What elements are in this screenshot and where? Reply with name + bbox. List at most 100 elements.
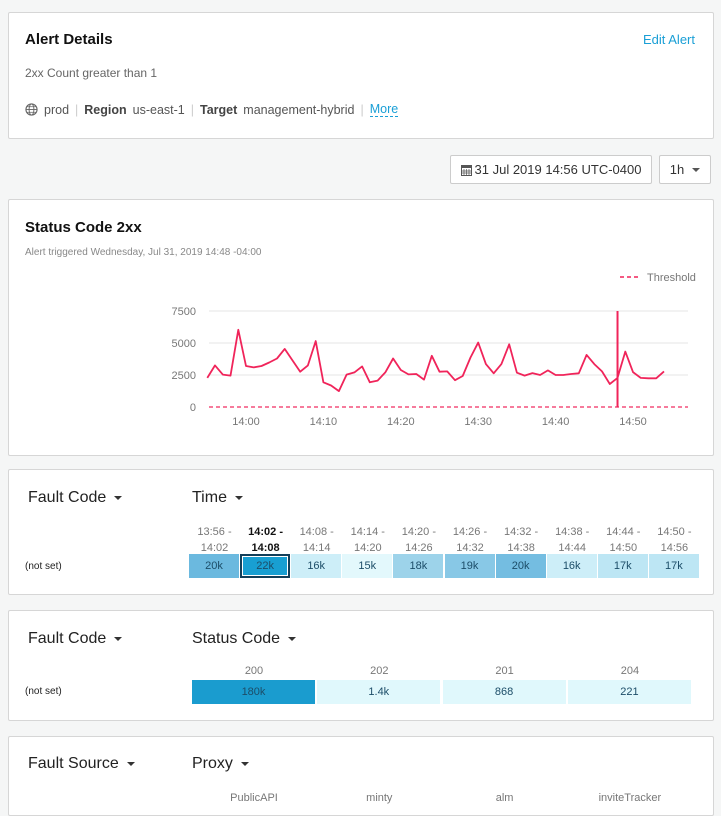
row-dimension-label: Fault Code xyxy=(28,489,106,506)
range-start: 14:50 - xyxy=(649,524,700,540)
edit-alert-link[interactable]: Edit Alert xyxy=(643,32,695,47)
chevron-down-icon xyxy=(127,762,135,766)
globe-icon xyxy=(25,103,38,116)
row-label: (not set) xyxy=(25,686,62,697)
date-picker-button[interactable]: 31 Jul 2019 14:56 UTC-0400 xyxy=(450,155,652,184)
cell-value: 16k xyxy=(563,560,581,572)
status-column-header: 204 xyxy=(568,663,692,679)
time-column-header: 14:38 -14:44 xyxy=(547,524,598,556)
heatmap-cell[interactable]: 1.4k xyxy=(317,680,440,704)
target-value: management-hybrid xyxy=(243,103,354,117)
time-table-card: Fault Code Time (not set) 13:56 -14:02 2… xyxy=(8,469,714,595)
heatmap-cell[interactable]: 20k xyxy=(496,554,546,578)
target-label: Target xyxy=(200,103,237,117)
x-tick-label: 14:20 xyxy=(387,416,415,428)
row-label: (not set) xyxy=(25,561,62,572)
status-column-header: 200 xyxy=(192,663,316,679)
heatmap-cell[interactable]: 180k xyxy=(192,680,315,704)
range-start: 14:14 - xyxy=(342,524,393,540)
time-column-header: 14:02 -14:08 xyxy=(240,524,291,556)
heatmap-cell[interactable]: 17k xyxy=(649,554,699,578)
env-value: prod xyxy=(44,103,69,117)
x-tick-label: 14:50 xyxy=(619,416,647,428)
heatmap-cell[interactable]: 16k xyxy=(291,554,341,578)
chevron-down-icon xyxy=(241,762,249,766)
status-column-header: 202 xyxy=(317,663,441,679)
time-column-header: 14:32 -14:38 xyxy=(496,524,547,556)
cell-value: 868 xyxy=(495,686,513,698)
alert-details-card: Alert Details Edit Alert 2xx Count great… xyxy=(8,12,714,139)
cell-value: 17k xyxy=(614,560,632,572)
cell-value: 20k xyxy=(205,560,223,572)
heatmap-cell[interactable]: 16k xyxy=(547,554,597,578)
range-value: 1h xyxy=(670,162,684,177)
column-dimension-dropdown[interactable]: Time xyxy=(192,489,243,507)
x-tick-label: 14:10 xyxy=(310,416,338,428)
proxy-column-header: inviteTracker xyxy=(568,790,692,806)
chevron-down-icon xyxy=(288,637,296,641)
row-dimension-dropdown[interactable]: Fault Code xyxy=(28,630,122,648)
column-dimension-label: Status Code xyxy=(192,630,280,647)
chevron-down-icon xyxy=(114,496,122,500)
heatmap-cell[interactable]: 22k xyxy=(240,554,290,578)
time-column-header: 14:50 -14:56 xyxy=(649,524,700,556)
time-column-header: 14:14 -14:20 xyxy=(342,524,393,556)
time-column-header: 14:08 -14:14 xyxy=(291,524,342,556)
cell-value: 1.4k xyxy=(368,686,389,698)
status-table-card: Fault Code Status Code (not set) 200 180… xyxy=(8,610,714,721)
range-start: 14:38 - xyxy=(547,524,598,540)
x-tick-label: 14:40 xyxy=(542,416,570,428)
y-tick-label: 0 xyxy=(190,402,196,414)
more-link[interactable]: More xyxy=(370,102,398,117)
range-start: 14:44 - xyxy=(598,524,649,540)
range-start: 13:56 - xyxy=(189,524,240,540)
heatmap-cell[interactable]: 19k xyxy=(445,554,495,578)
column-dimension-dropdown[interactable]: Status Code xyxy=(192,630,296,648)
alert-condition: 2xx Count greater than 1 xyxy=(25,66,157,80)
range-start: 14:20 - xyxy=(393,524,444,540)
region-label: Region xyxy=(84,103,126,117)
row-dimension-dropdown[interactable]: Fault Source xyxy=(28,755,135,773)
heatmap-cell[interactable]: 221 xyxy=(568,680,691,704)
cell-value: 16k xyxy=(307,560,325,572)
chevron-down-icon xyxy=(692,168,700,172)
column-dimension-dropdown[interactable]: Proxy xyxy=(192,755,249,773)
chevron-down-icon xyxy=(235,496,243,500)
column-dimension-label: Time xyxy=(192,489,227,506)
heatmap-cell[interactable]: 20k xyxy=(189,554,239,578)
chart-card: Status Code 2xx Alert triggered Wednesda… xyxy=(8,199,714,456)
date-value: 31 Jul 2019 14:56 UTC-0400 xyxy=(475,162,642,177)
status-column-header: 201 xyxy=(443,663,567,679)
heatmap-cell[interactable]: 18k xyxy=(393,554,443,578)
heatmap-cell[interactable]: 15k xyxy=(342,554,392,578)
range-start: 14:26 - xyxy=(445,524,496,540)
range-start: 14:02 - xyxy=(240,524,291,540)
heatmap-cell[interactable]: 17k xyxy=(598,554,648,578)
proxy-column-header: PublicAPI xyxy=(192,790,316,806)
cell-value: 15k xyxy=(358,560,376,572)
x-tick-label: 14:00 xyxy=(232,416,260,428)
y-tick-label: 5000 xyxy=(172,338,196,350)
column-dimension-label: Proxy xyxy=(192,755,233,772)
cell-value: 19k xyxy=(461,560,479,572)
range-start: 14:32 - xyxy=(496,524,547,540)
range-dropdown[interactable]: 1h xyxy=(659,155,711,184)
proxy-column-header: alm xyxy=(443,790,567,806)
heatmap-cell[interactable]: 868 xyxy=(443,680,566,704)
row-dimension-label: Fault Code xyxy=(28,630,106,647)
region-value: us-east-1 xyxy=(133,103,185,117)
time-column-header: 14:26 -14:32 xyxy=(445,524,496,556)
chevron-down-icon xyxy=(114,637,122,641)
cell-value: 20k xyxy=(512,560,530,572)
proxy-column-header: minty xyxy=(317,790,441,806)
cell-value: 18k xyxy=(410,560,428,572)
alert-details-title: Alert Details xyxy=(25,31,113,48)
y-tick-label: 7500 xyxy=(172,306,196,318)
y-tick-label: 2500 xyxy=(172,370,196,382)
time-column-header: 14:44 -14:50 xyxy=(598,524,649,556)
row-dimension-dropdown[interactable]: Fault Code xyxy=(28,489,122,507)
cell-value: 180k xyxy=(242,686,266,698)
x-tick-label: 14:30 xyxy=(464,416,492,428)
